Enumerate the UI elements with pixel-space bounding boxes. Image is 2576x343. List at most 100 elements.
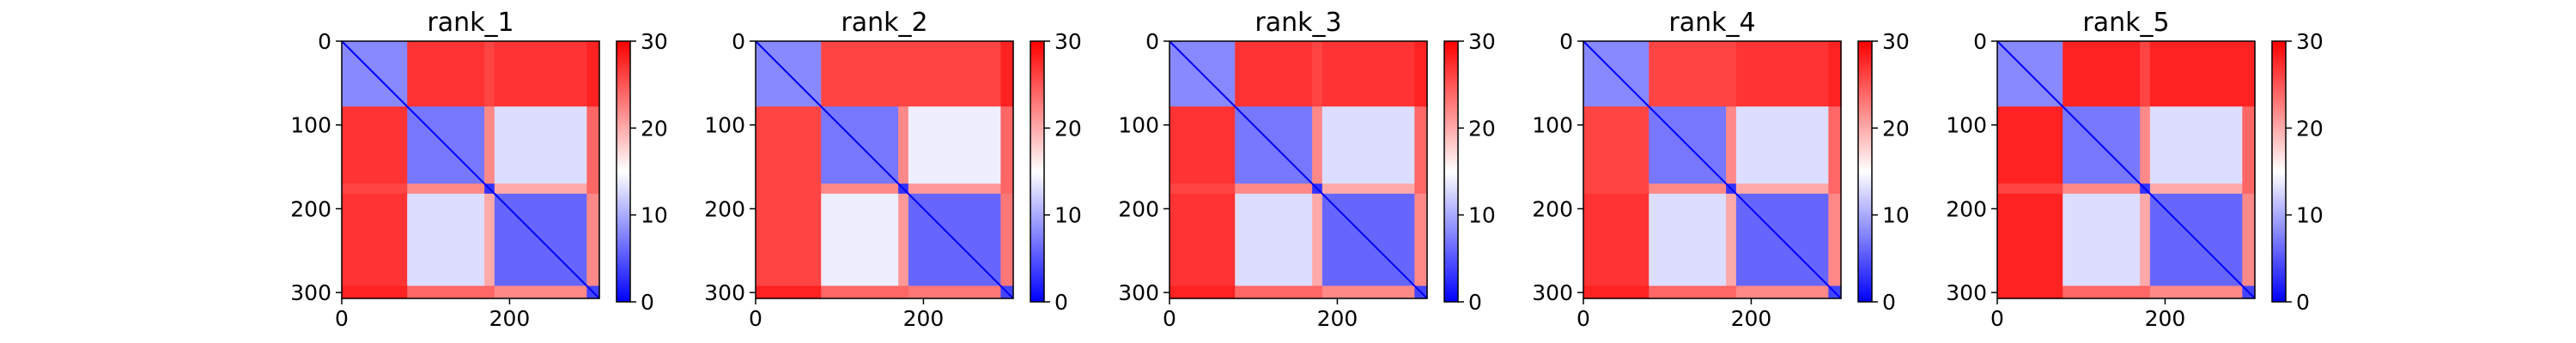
heatmap-cell xyxy=(494,286,587,299)
x-tick-label: 0 xyxy=(1577,306,1590,331)
heatmap-cell xyxy=(756,286,822,299)
colorbar xyxy=(1443,40,1459,303)
heatmap-cell xyxy=(1000,184,1014,195)
heatmap-cell xyxy=(1828,184,1842,195)
heatmap-cell xyxy=(2149,286,2243,299)
heatmap-cell xyxy=(908,41,1001,107)
heatmap-cell xyxy=(2140,106,2151,184)
heatmap-cell xyxy=(1312,286,1323,299)
y-tick-label: 100 xyxy=(1946,113,1987,138)
heatmap-cell xyxy=(1649,193,1727,286)
axes-frame xyxy=(1583,40,1842,299)
heatmap-cell xyxy=(2063,41,2141,107)
colorbar xyxy=(1857,40,1873,303)
heatmap-cell xyxy=(1997,286,2063,299)
heatmap-cell xyxy=(586,106,600,184)
heatmap-cell xyxy=(1414,193,1428,286)
heatmap-cell xyxy=(407,41,485,107)
heatmap-cell xyxy=(1735,106,1829,184)
heatmap-cell xyxy=(494,106,587,184)
heatmap-cell xyxy=(1414,184,1428,195)
colorbar-tick-label: 0 xyxy=(641,290,654,315)
colorbar-tick-label: 10 xyxy=(1468,203,1496,228)
y-tick-label: 200 xyxy=(1118,196,1159,221)
colorbar-tick-label: 0 xyxy=(2296,290,2310,315)
y-tick-label: 300 xyxy=(1532,280,1573,305)
heatmap-cell xyxy=(1170,106,1236,184)
colorbar-tick-label: 10 xyxy=(2296,203,2324,228)
heatmap-cell xyxy=(1735,286,1829,299)
y-tick-label: 100 xyxy=(290,113,331,138)
colorbar-tick-label: 0 xyxy=(1468,290,1482,315)
heatmap-cell xyxy=(1583,193,1649,286)
heatmap-cell xyxy=(407,193,485,286)
x-tick-label: 200 xyxy=(1317,306,1358,331)
axes-frame xyxy=(1996,40,2256,299)
x-tick-label: 200 xyxy=(1731,306,1772,331)
heatmap-cell xyxy=(2149,41,2243,107)
heatmap-cell xyxy=(908,184,1001,195)
heatmap-cell xyxy=(484,193,495,286)
colorbar-tick-label: 30 xyxy=(2296,29,2324,54)
x-tick-label: 0 xyxy=(335,306,349,331)
x-tick-label: 200 xyxy=(489,306,531,331)
axes-frame xyxy=(1169,40,1428,299)
y-tick-label: 0 xyxy=(1973,29,1987,54)
heatmap-cell xyxy=(2242,184,2256,195)
heatmap-cell xyxy=(342,193,408,286)
chart-title: rank_1 xyxy=(427,8,513,38)
heatmap-cell xyxy=(898,106,909,184)
heatmap-cell xyxy=(1235,184,1313,195)
heatmap-cell xyxy=(1649,41,1727,107)
heatmap-cell xyxy=(908,286,1001,299)
x-tick-label: 0 xyxy=(749,306,762,331)
heatmap-cell xyxy=(1828,193,1842,286)
heatmap-cell xyxy=(908,106,1001,184)
colorbar xyxy=(1030,40,1045,303)
heatmap-cell xyxy=(2149,184,2243,195)
heatmap-cell xyxy=(407,286,485,299)
heatmap-cell xyxy=(1997,184,2063,195)
heatmap-cell xyxy=(2063,286,2141,299)
heatmap-cell xyxy=(1726,286,1737,299)
heatmap-cell xyxy=(586,193,600,286)
heatmap-cell xyxy=(898,286,909,299)
y-tick-label: 300 xyxy=(290,280,331,305)
heatmap-cell xyxy=(1312,106,1323,184)
y-tick-label: 0 xyxy=(732,29,745,54)
heatmap-cell xyxy=(1170,286,1236,299)
heatmap-cell xyxy=(1321,286,1415,299)
heatmap-cell xyxy=(484,286,495,299)
y-tick-label: 300 xyxy=(704,280,745,305)
colorbar-tick-label: 20 xyxy=(2296,116,2324,141)
heatmap-cell xyxy=(821,184,899,195)
heatmap-cell xyxy=(494,184,587,195)
chart-title: rank_5 xyxy=(2082,8,2169,38)
heatmap-cell xyxy=(342,184,408,195)
x-tick-label: 200 xyxy=(2145,306,2186,331)
heatmap-cell xyxy=(2140,41,2151,107)
y-tick-label: 100 xyxy=(704,113,745,138)
heatmap-cell xyxy=(407,184,485,195)
heatmap-cell xyxy=(2140,193,2151,286)
heatmap-cell xyxy=(484,106,495,184)
y-tick-label: 300 xyxy=(1118,280,1159,305)
chart-title: rank_2 xyxy=(841,8,927,38)
x-tick-label: 0 xyxy=(1163,306,1176,331)
heatmap-cell xyxy=(586,41,600,107)
heatmap-cell xyxy=(1000,193,1014,286)
heatmap-diagonal xyxy=(1996,40,2256,299)
heatmap-cell xyxy=(1583,286,1649,299)
heatmap-cell xyxy=(342,286,408,299)
heatmap-cell xyxy=(1649,184,1727,195)
y-tick-label: 300 xyxy=(1946,280,1987,305)
heatmap-cell xyxy=(1414,41,1428,107)
colorbar-tick-label: 30 xyxy=(1468,29,1496,54)
colorbar xyxy=(2271,40,2287,303)
colorbar-tick-label: 20 xyxy=(641,116,668,141)
heatmap-cell xyxy=(2063,184,2141,195)
heatmap-cells xyxy=(1170,41,1428,299)
